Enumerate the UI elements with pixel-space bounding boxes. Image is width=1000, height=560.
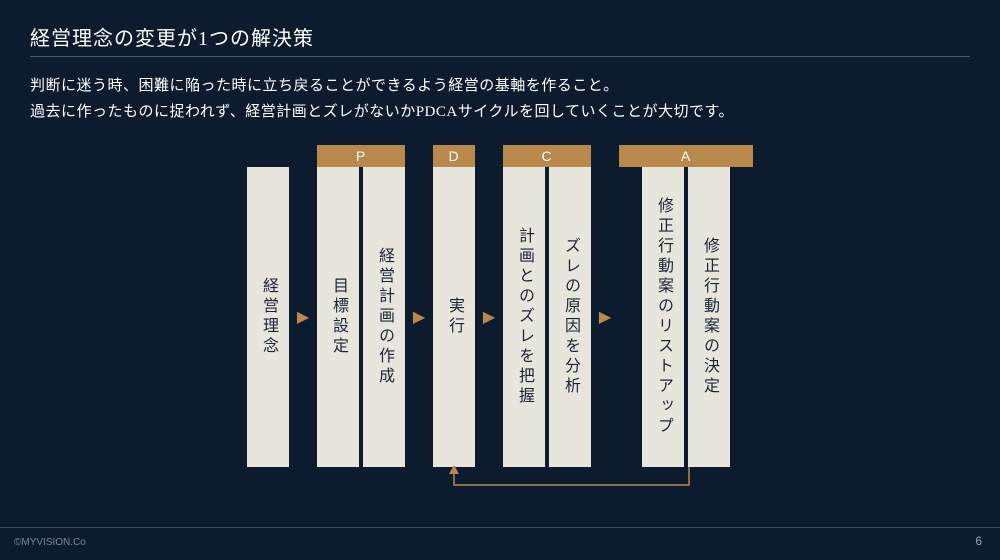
subtitle-line-1: 判断に迷う時、困難に陥った時に立ち戻ることができるよう経営の基軸を作ること。: [30, 74, 734, 100]
stage-d: D 実行: [433, 145, 475, 467]
title-divider: [30, 56, 970, 57]
col-philosophy: 経営理念: [247, 167, 289, 467]
stage-d-header: D: [433, 145, 475, 167]
arrow-3: ▶: [479, 145, 499, 467]
stage-pre-header: [247, 145, 289, 167]
footer-page-number: 6: [975, 534, 982, 548]
stage-a-header: A: [619, 145, 753, 167]
stage-c: C 計画とのズレを把握 ズレの原因を分析: [503, 145, 591, 467]
slide-subtitle: 判断に迷う時、困難に陥った時に立ち戻ることができるよう経営の基軸を作ること。 過…: [30, 74, 734, 125]
footer-divider: [0, 527, 1000, 528]
subtitle-line-2: 過去に作ったものに捉われず、経営計画とズレがないかPDCAサイクルを回していくこ…: [30, 100, 734, 126]
col-goal-setting: 目標設定: [317, 167, 359, 467]
col-list-actions: 修正行動案のリストアップ: [642, 167, 684, 467]
col-plan-creation: 経営計画の作成: [363, 167, 405, 467]
pdca-diagram: 経営理念 ▶ P 目標設定 経営計画の作成 ▶ D 実行 ▶ C 計画とのズレを…: [0, 145, 1000, 485]
stage-p: P 目標設定 経営計画の作成: [317, 145, 405, 467]
col-grasp-gap: 計画とのズレを把握: [503, 167, 545, 467]
slide-title: 経営理念の変更が1つの解決策: [30, 22, 314, 51]
arrow-1: ▶: [293, 145, 313, 467]
arrow-2: ▶: [409, 145, 429, 467]
stage-c-header: C: [503, 145, 591, 167]
col-decide-action: 修正行動案の決定: [688, 167, 730, 467]
stage-pre: 経営理念: [247, 145, 289, 467]
stage-a: A 修正行動案のリストアップ 修正行動案の決定: [619, 145, 753, 467]
arrow-4: ▶: [595, 145, 615, 467]
footer-copyright: ©MYVISION.Co: [14, 537, 86, 548]
stage-p-header: P: [317, 145, 405, 167]
col-analyze-gap: ズレの原因を分析: [549, 167, 591, 467]
col-execute: 実行: [433, 167, 475, 467]
